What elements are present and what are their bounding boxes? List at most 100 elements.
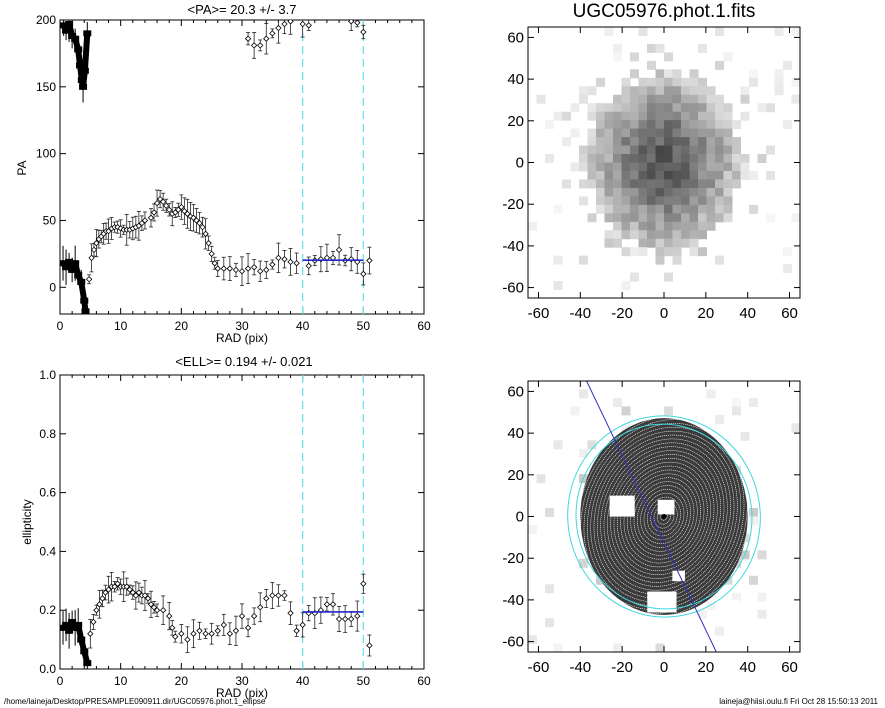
image-pixel xyxy=(672,69,682,79)
image-pixel xyxy=(757,103,767,113)
image-pixel xyxy=(647,162,656,172)
contour-pixel xyxy=(757,609,767,619)
image-xtick-label: 60 xyxy=(781,305,798,322)
pa-xtick-label: 40 xyxy=(296,319,310,333)
image-pixel xyxy=(613,230,622,240)
image-pixel xyxy=(630,120,639,130)
image-pixel xyxy=(596,111,605,121)
contour-ytick-label: 40 xyxy=(507,425,524,442)
image-pixel xyxy=(698,120,707,130)
image-pixel xyxy=(604,230,614,240)
contour-ticks: -60 -40 -20 0 20 40 60 -60 -40 -20 0 20 40 60 xyxy=(502,381,800,676)
isophote-contour xyxy=(613,458,715,575)
image-pixel xyxy=(689,86,699,96)
contour-pixel xyxy=(553,643,563,653)
ell-point xyxy=(263,595,270,602)
ell-point xyxy=(190,630,197,637)
pa-point xyxy=(257,42,264,49)
image-pixel xyxy=(604,162,614,172)
image-pixel xyxy=(613,120,622,130)
image-pixel xyxy=(698,43,707,53)
image-pixel xyxy=(579,154,588,163)
ell-inner-point xyxy=(77,636,86,643)
image-pixel xyxy=(630,170,639,180)
contour-pixel xyxy=(757,592,767,602)
ell-xtick-label: 60 xyxy=(417,674,431,688)
image-pixel xyxy=(596,154,605,163)
image-pixel xyxy=(638,154,648,163)
image-pixel xyxy=(604,137,614,147)
contour-ytick-label: -40 xyxy=(502,592,524,609)
image-pixel xyxy=(706,86,716,96)
pa-point xyxy=(90,246,98,254)
image-pixel xyxy=(545,120,554,130)
pa-inner-point xyxy=(77,278,86,285)
image-pixel xyxy=(638,230,648,240)
ell-point xyxy=(153,607,161,614)
ell-point xyxy=(250,612,258,620)
ell-plot-data xyxy=(60,375,373,669)
image-pixel xyxy=(613,137,622,147)
pa-inner-point xyxy=(80,67,89,74)
pa-inner-point xyxy=(60,260,68,267)
pa-plot-xlabel: RAD (pix) xyxy=(216,331,268,345)
image-pixel xyxy=(698,94,707,104)
pa-inner-point xyxy=(74,272,83,279)
image-ytick-label: 40 xyxy=(507,71,524,88)
image-pixel xyxy=(681,213,690,223)
pa-plot-title: <PA>= 20.3 +/- 3.7 xyxy=(188,2,297,17)
footer-path: /home/laineja/Desktop/PRESAMPLE090911.di… xyxy=(4,697,266,706)
contour-image-panel: -60 -40 -20 0 20 40 60 -60 -40 -20 0 20 40 60 xyxy=(502,380,801,676)
image-pixel xyxy=(672,179,682,189)
image-pixel xyxy=(613,187,622,197)
image-pixel xyxy=(791,213,801,223)
image-pixel xyxy=(621,77,631,87)
image-pixel xyxy=(630,204,639,214)
image-pixel xyxy=(774,77,784,87)
contour-ytick-label: 0 xyxy=(516,509,524,526)
image-pixel xyxy=(689,196,699,206)
mask-region xyxy=(657,499,675,515)
image-pixel xyxy=(672,137,682,147)
image-pixel xyxy=(655,255,665,265)
image-pixel xyxy=(715,120,724,130)
pa-inner-point xyxy=(60,22,68,29)
image-pixel xyxy=(655,230,665,240)
ell-ytick-label: 0.6 xyxy=(39,486,56,500)
contour-pixel xyxy=(791,423,801,433)
image-pixel xyxy=(689,213,699,223)
contour-xtick-label: -20 xyxy=(611,659,633,676)
image-pixel xyxy=(689,170,699,180)
image-pixel xyxy=(655,238,665,248)
ell-point xyxy=(269,592,276,599)
contour-pixel xyxy=(664,406,673,416)
ell-point xyxy=(238,612,246,620)
image-pixel xyxy=(655,69,665,79)
image-pixel xyxy=(587,170,597,180)
image-pixel xyxy=(613,196,622,206)
image-pixel xyxy=(553,111,563,121)
image-pixel xyxy=(672,230,682,240)
pa-xtick-label: 20 xyxy=(175,319,189,333)
image-xtick-label: -20 xyxy=(611,305,633,322)
image-pixel xyxy=(774,86,784,96)
image-pixel xyxy=(698,77,707,87)
isophote-contour xyxy=(593,434,735,599)
image-pixel xyxy=(630,196,639,206)
image-pixel xyxy=(681,128,690,138)
image-pixel xyxy=(664,162,673,172)
contour-pixel xyxy=(528,635,537,645)
pa-ytick-label: 50 xyxy=(43,213,57,227)
ell-inner-point xyxy=(80,648,89,655)
contour-pixel xyxy=(570,406,580,416)
image-pixel xyxy=(723,111,733,121)
ell-plot-xlabel: RAD (pix) xyxy=(216,686,268,700)
pa-point xyxy=(238,268,246,275)
image-pixel xyxy=(604,170,614,180)
image-pixel xyxy=(681,145,690,155)
image-pixel xyxy=(715,128,724,138)
contour-ytick-label: -20 xyxy=(502,550,524,567)
image-pixel xyxy=(570,128,580,138)
image-pixel xyxy=(596,187,605,197)
ell-point xyxy=(293,627,300,634)
